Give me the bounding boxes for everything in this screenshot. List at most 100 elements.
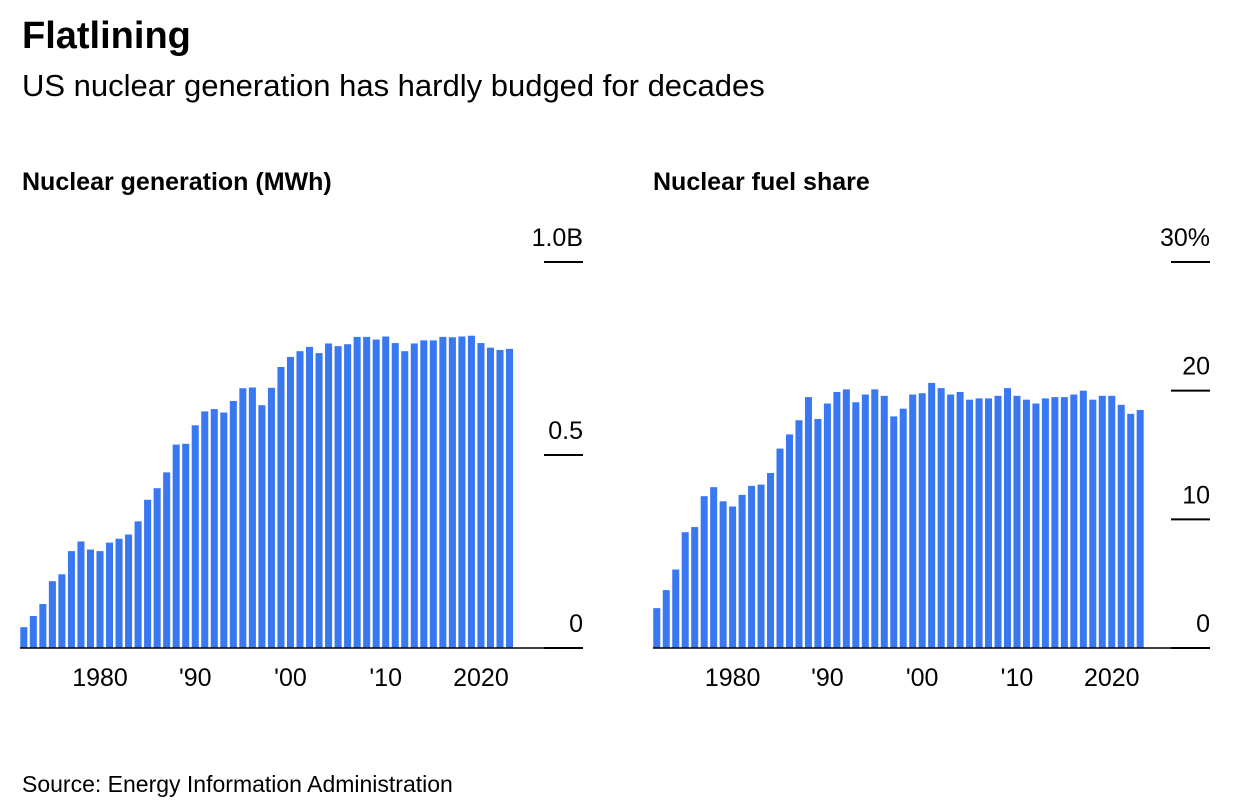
bar	[1089, 399, 1097, 648]
bar	[486, 347, 494, 648]
source: Source: Energy Information Administratio…	[22, 771, 453, 797]
bar	[96, 551, 104, 648]
bar	[653, 608, 661, 648]
bar	[420, 340, 428, 648]
bar	[1041, 398, 1049, 648]
bar	[163, 472, 171, 648]
bar	[909, 394, 917, 648]
bar	[239, 388, 247, 648]
bar	[899, 408, 907, 648]
bar	[29, 615, 37, 648]
bar	[814, 418, 822, 648]
bar	[125, 534, 133, 648]
x-tick-label: 1980	[705, 664, 761, 692]
x-tick-label: '00	[274, 664, 307, 692]
bar	[1070, 394, 1078, 648]
bar	[871, 389, 879, 648]
bar	[1022, 399, 1030, 648]
bar	[334, 346, 342, 648]
bar	[918, 393, 926, 648]
bar	[691, 527, 699, 648]
bar	[710, 487, 718, 648]
bar	[115, 538, 123, 648]
bar	[20, 627, 28, 648]
bar	[1060, 397, 1068, 648]
y-tick-label: 20	[1182, 353, 1210, 381]
bar	[391, 343, 399, 648]
bar	[210, 409, 218, 648]
bar	[58, 574, 66, 648]
bar	[296, 351, 304, 648]
x-tick-label: 2020	[1084, 664, 1140, 692]
y-tick-label: 1.0B	[532, 224, 583, 252]
y-tick-label: 0	[1196, 610, 1210, 638]
x-tick-label: '10	[1001, 664, 1034, 692]
bar	[477, 343, 485, 648]
bar	[144, 499, 152, 648]
bar	[1108, 395, 1116, 648]
x-tick-label: '90	[811, 664, 844, 692]
title: Flatlining	[22, 15, 191, 57]
bar	[267, 387, 275, 648]
bar	[985, 398, 993, 648]
bar	[681, 532, 689, 648]
bar	[401, 351, 409, 648]
bar	[776, 448, 784, 648]
bar	[785, 434, 793, 648]
bar	[823, 403, 831, 648]
bar	[372, 339, 380, 648]
bar	[719, 501, 727, 648]
bar	[277, 366, 285, 648]
bar	[1013, 395, 1021, 648]
bar	[106, 542, 114, 648]
y-tick-label: 0	[569, 610, 583, 638]
bar	[67, 551, 75, 648]
y-tick-label: 10	[1182, 481, 1210, 509]
bar	[1079, 390, 1087, 648]
bar	[353, 336, 361, 648]
bar	[1051, 397, 1059, 648]
bar	[1098, 395, 1106, 648]
bar	[700, 496, 708, 648]
bar	[994, 395, 1002, 648]
bar	[937, 388, 945, 648]
panel-title: Nuclear fuel share	[653, 168, 870, 196]
bar	[947, 394, 955, 648]
bar	[833, 391, 841, 648]
bar	[767, 473, 775, 648]
bar	[153, 488, 161, 648]
bar	[748, 485, 756, 648]
bar	[382, 336, 390, 648]
bar	[429, 340, 437, 648]
x-tick-label: '00	[906, 664, 939, 692]
bar	[286, 356, 294, 648]
bar	[201, 411, 209, 648]
bar	[852, 402, 860, 648]
subtitle: US nuclear generation has hardly budged …	[22, 68, 765, 103]
bar	[315, 353, 323, 648]
bar	[880, 395, 888, 648]
bar	[306, 346, 314, 648]
bar	[363, 336, 371, 648]
bar	[1032, 403, 1040, 648]
bar	[220, 412, 228, 648]
bar	[757, 484, 765, 648]
bar	[182, 443, 190, 648]
y-tick-label: 0.5	[548, 417, 583, 445]
bar	[662, 590, 670, 648]
bar	[738, 494, 746, 648]
bar	[172, 444, 180, 648]
bar	[672, 569, 680, 648]
bar	[448, 337, 456, 648]
bar	[467, 335, 475, 648]
bar	[458, 336, 466, 648]
bar	[861, 394, 869, 648]
x-tick-label: 2020	[453, 664, 509, 692]
bar	[39, 603, 47, 648]
x-tick-label: '90	[179, 664, 212, 692]
bar	[344, 344, 352, 648]
bar	[1003, 388, 1011, 648]
bar	[928, 382, 936, 648]
x-tick-label: '10	[369, 664, 402, 692]
